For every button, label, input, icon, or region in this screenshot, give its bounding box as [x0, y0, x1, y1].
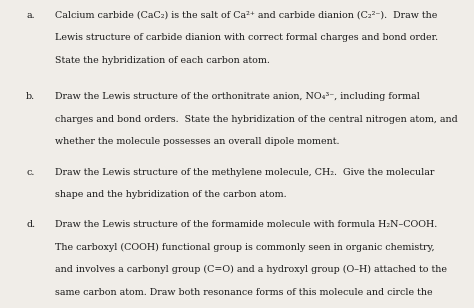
Text: d.: d.	[26, 220, 35, 229]
Text: The carboxyl (COOH) functional group is commonly seen in organic chemistry,: The carboxyl (COOH) functional group is …	[55, 243, 434, 252]
Text: a.: a.	[26, 11, 35, 20]
Text: Draw the Lewis structure of the methylene molecule, CH₂.  Give the molecular: Draw the Lewis structure of the methylen…	[55, 168, 434, 177]
Text: Calcium carbide (CaC₂) is the salt of Ca²⁺ and carbide dianion (C₂²⁻).  Draw the: Calcium carbide (CaC₂) is the salt of Ca…	[55, 11, 437, 20]
Text: c.: c.	[26, 168, 35, 177]
Text: charges and bond orders.  State the hybridization of the central nitrogen atom, : charges and bond orders. State the hybri…	[55, 115, 457, 124]
Text: Lewis structure of carbide dianion with correct formal charges and bond order.: Lewis structure of carbide dianion with …	[55, 33, 438, 42]
Text: same carbon atom. Draw both resonance forms of this molecule and circle the: same carbon atom. Draw both resonance fo…	[55, 288, 432, 297]
Text: b.: b.	[26, 92, 35, 101]
Text: shape and the hybridization of the carbon atom.: shape and the hybridization of the carbo…	[55, 190, 286, 199]
Text: whether the molecule possesses an overall dipole moment.: whether the molecule possesses an overal…	[55, 137, 339, 146]
Text: and involves a carbonyl group (C=O) and a hydroxyl group (O–H) attached to the: and involves a carbonyl group (C=O) and …	[55, 265, 447, 274]
Text: Draw the Lewis structure of the formamide molecule with formula H₂N–COOH.: Draw the Lewis structure of the formamid…	[55, 220, 437, 229]
Text: State the hybridization of each carbon atom.: State the hybridization of each carbon a…	[55, 56, 269, 65]
Text: Draw the Lewis structure of the orthonitrate anion, NO₄³⁻, including formal: Draw the Lewis structure of the orthonit…	[55, 92, 419, 101]
